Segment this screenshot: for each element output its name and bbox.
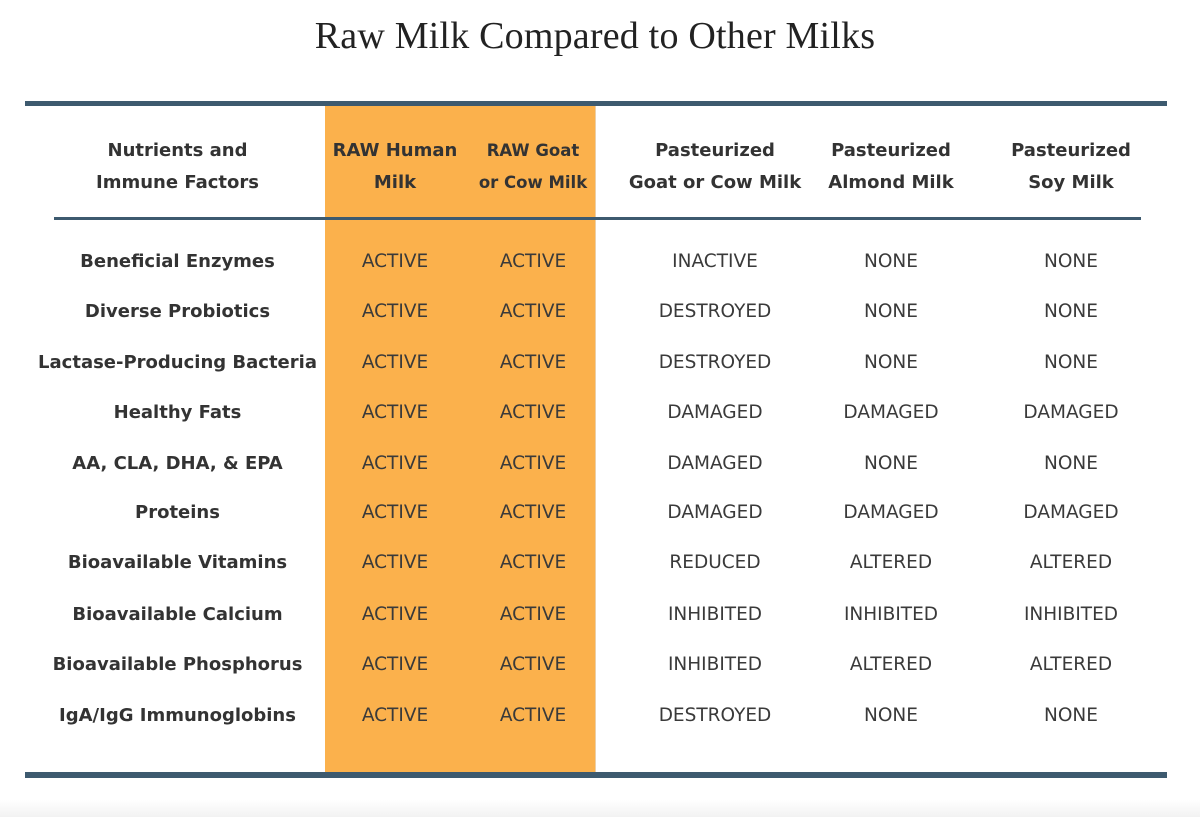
row-label: AA, CLA, DHA, & EPA <box>72 452 283 474</box>
cell-pasteurized-soy: NONE <box>1044 300 1098 322</box>
cell-pasteurized-goat-cow: INACTIVE <box>672 250 758 272</box>
table-header-rule <box>54 217 1141 220</box>
cell-pasteurized-goat-cow: DAMAGED <box>667 401 763 423</box>
page-title: Raw Milk Compared to Other Milks <box>314 15 876 57</box>
cell-raw-human: ACTIVE <box>361 704 429 726</box>
header-pasteurized-almond-milk: Pasteurized Almond Milk <box>828 140 954 193</box>
cell-pasteurized-almond: NONE <box>864 452 918 474</box>
table-row: AA, CLA, DHA, & EPA ACTIVE ACTIVE DAMAGE… <box>0 438 1200 488</box>
cell-pasteurized-goat-cow: DESTROYED <box>658 704 772 726</box>
cell-pasteurized-almond: NONE <box>864 351 918 373</box>
cell-raw-human: ACTIVE <box>361 401 429 423</box>
row-label: Diverse Probiotics <box>84 300 271 322</box>
cell-pasteurized-almond: ALTERED <box>849 551 933 573</box>
raw-milk-highlight-band <box>325 103 595 775</box>
cell-pasteurized-goat-cow: DESTROYED <box>658 300 772 322</box>
cell-raw-human: ACTIVE <box>361 300 429 322</box>
cell-raw-goat-cow: ACTIVE <box>499 653 567 675</box>
cell-pasteurized-soy: DAMAGED <box>1023 501 1119 523</box>
table-bottom-rule <box>25 772 1167 778</box>
cell-raw-human: ACTIVE <box>361 653 429 675</box>
cell-pasteurized-almond: DAMAGED <box>843 501 939 523</box>
cell-pasteurized-goat-cow: REDUCED <box>669 551 761 573</box>
cell-raw-goat-cow: ACTIVE <box>499 501 567 523</box>
table-row: Diverse Probiotics ACTIVE ACTIVE DESTROY… <box>0 286 1200 336</box>
cell-pasteurized-soy: INHIBITED <box>1023 603 1119 625</box>
cell-raw-goat-cow: ACTIVE <box>499 401 567 423</box>
cell-pasteurized-soy: NONE <box>1044 351 1098 373</box>
row-label: Bioavailable Vitamins <box>67 551 288 573</box>
table-row: Bioavailable Calcium ACTIVE ACTIVE INHIB… <box>0 589 1200 639</box>
cell-pasteurized-almond: ALTERED <box>849 653 933 675</box>
cell-pasteurized-soy: NONE <box>1044 704 1098 726</box>
cell-pasteurized-goat-cow: INHIBITED <box>667 603 763 625</box>
cell-pasteurized-soy: DAMAGED <box>1023 401 1119 423</box>
cell-pasteurized-soy: NONE <box>1044 452 1098 474</box>
cell-raw-goat-cow: ACTIVE <box>499 551 567 573</box>
header-pasteurized-goat-cow-milk: Pasteurized Goat or Cow Milk <box>628 140 802 193</box>
cell-raw-goat-cow: ACTIVE <box>499 351 567 373</box>
cell-raw-goat-cow: ACTIVE <box>499 704 567 726</box>
header-pasteurized-soy-milk: Pasteurized Soy Milk <box>1011 140 1131 193</box>
table-row: IgA/IgG Immunoglobins ACTIVE ACTIVE DEST… <box>0 690 1200 740</box>
row-label: Bioavailable Calcium <box>72 603 283 625</box>
header-raw-goat-cow-milk: RAW Goat or Cow Milk <box>478 141 588 192</box>
cell-raw-human: ACTIVE <box>361 501 429 523</box>
row-label: IgA/IgG Immunoglobins <box>59 704 296 726</box>
table-top-rule <box>25 101 1167 106</box>
cell-raw-human: ACTIVE <box>361 551 429 573</box>
cell-pasteurized-soy: NONE <box>1044 250 1098 272</box>
cell-pasteurized-soy: ALTERED <box>1029 653 1113 675</box>
row-label: Bioavailable Phosphorus <box>52 653 303 675</box>
cell-pasteurized-goat-cow: INHIBITED <box>667 653 763 675</box>
row-label: Healthy Fats <box>113 401 242 423</box>
cell-raw-goat-cow: ACTIVE <box>499 250 567 272</box>
row-label: Lactase-Producing Bacteria <box>38 351 317 373</box>
table-row: Bioavailable Phosphorus ACTIVE ACTIVE IN… <box>0 639 1200 689</box>
cell-pasteurized-goat-cow: DAMAGED <box>667 452 763 474</box>
cell-pasteurized-soy: ALTERED <box>1029 551 1113 573</box>
cell-raw-human: ACTIVE <box>361 452 429 474</box>
row-label: Proteins <box>135 501 220 523</box>
table-row: Lactase-Producing Bacteria ACTIVE ACTIVE… <box>0 337 1200 387</box>
table-row: Proteins ACTIVE ACTIVE DAMAGED DAMAGED D… <box>0 487 1200 537</box>
table-row: Beneficial Enzymes ACTIVE ACTIVE INACTIV… <box>0 236 1200 286</box>
cell-raw-goat-cow: ACTIVE <box>499 452 567 474</box>
cell-raw-human: ACTIVE <box>361 250 429 272</box>
header-raw-human-milk: RAW Human Milk <box>332 140 458 193</box>
cell-pasteurized-almond: NONE <box>864 704 918 726</box>
cell-pasteurized-almond: NONE <box>864 300 918 322</box>
cell-pasteurized-goat-cow: DAMAGED <box>667 501 763 523</box>
highlight-band-divider <box>595 103 596 775</box>
bottom-shadow <box>0 800 1200 817</box>
cell-raw-human: ACTIVE <box>361 351 429 373</box>
cell-pasteurized-almond: NONE <box>864 250 918 272</box>
cell-pasteurized-almond: INHIBITED <box>843 603 939 625</box>
cell-raw-human: ACTIVE <box>361 603 429 625</box>
cell-pasteurized-goat-cow: DESTROYED <box>658 351 772 373</box>
table-row: Healthy Fats ACTIVE ACTIVE DAMAGED DAMAG… <box>0 387 1200 437</box>
row-label: Beneficial Enzymes <box>80 250 275 272</box>
cell-raw-goat-cow: ACTIVE <box>499 300 567 322</box>
cell-pasteurized-almond: DAMAGED <box>843 401 939 423</box>
cell-raw-goat-cow: ACTIVE <box>499 603 567 625</box>
header-nutrients: Nutrients and Immune Factors <box>96 140 259 193</box>
table-row: Bioavailable Vitamins ACTIVE ACTIVE REDU… <box>0 537 1200 587</box>
